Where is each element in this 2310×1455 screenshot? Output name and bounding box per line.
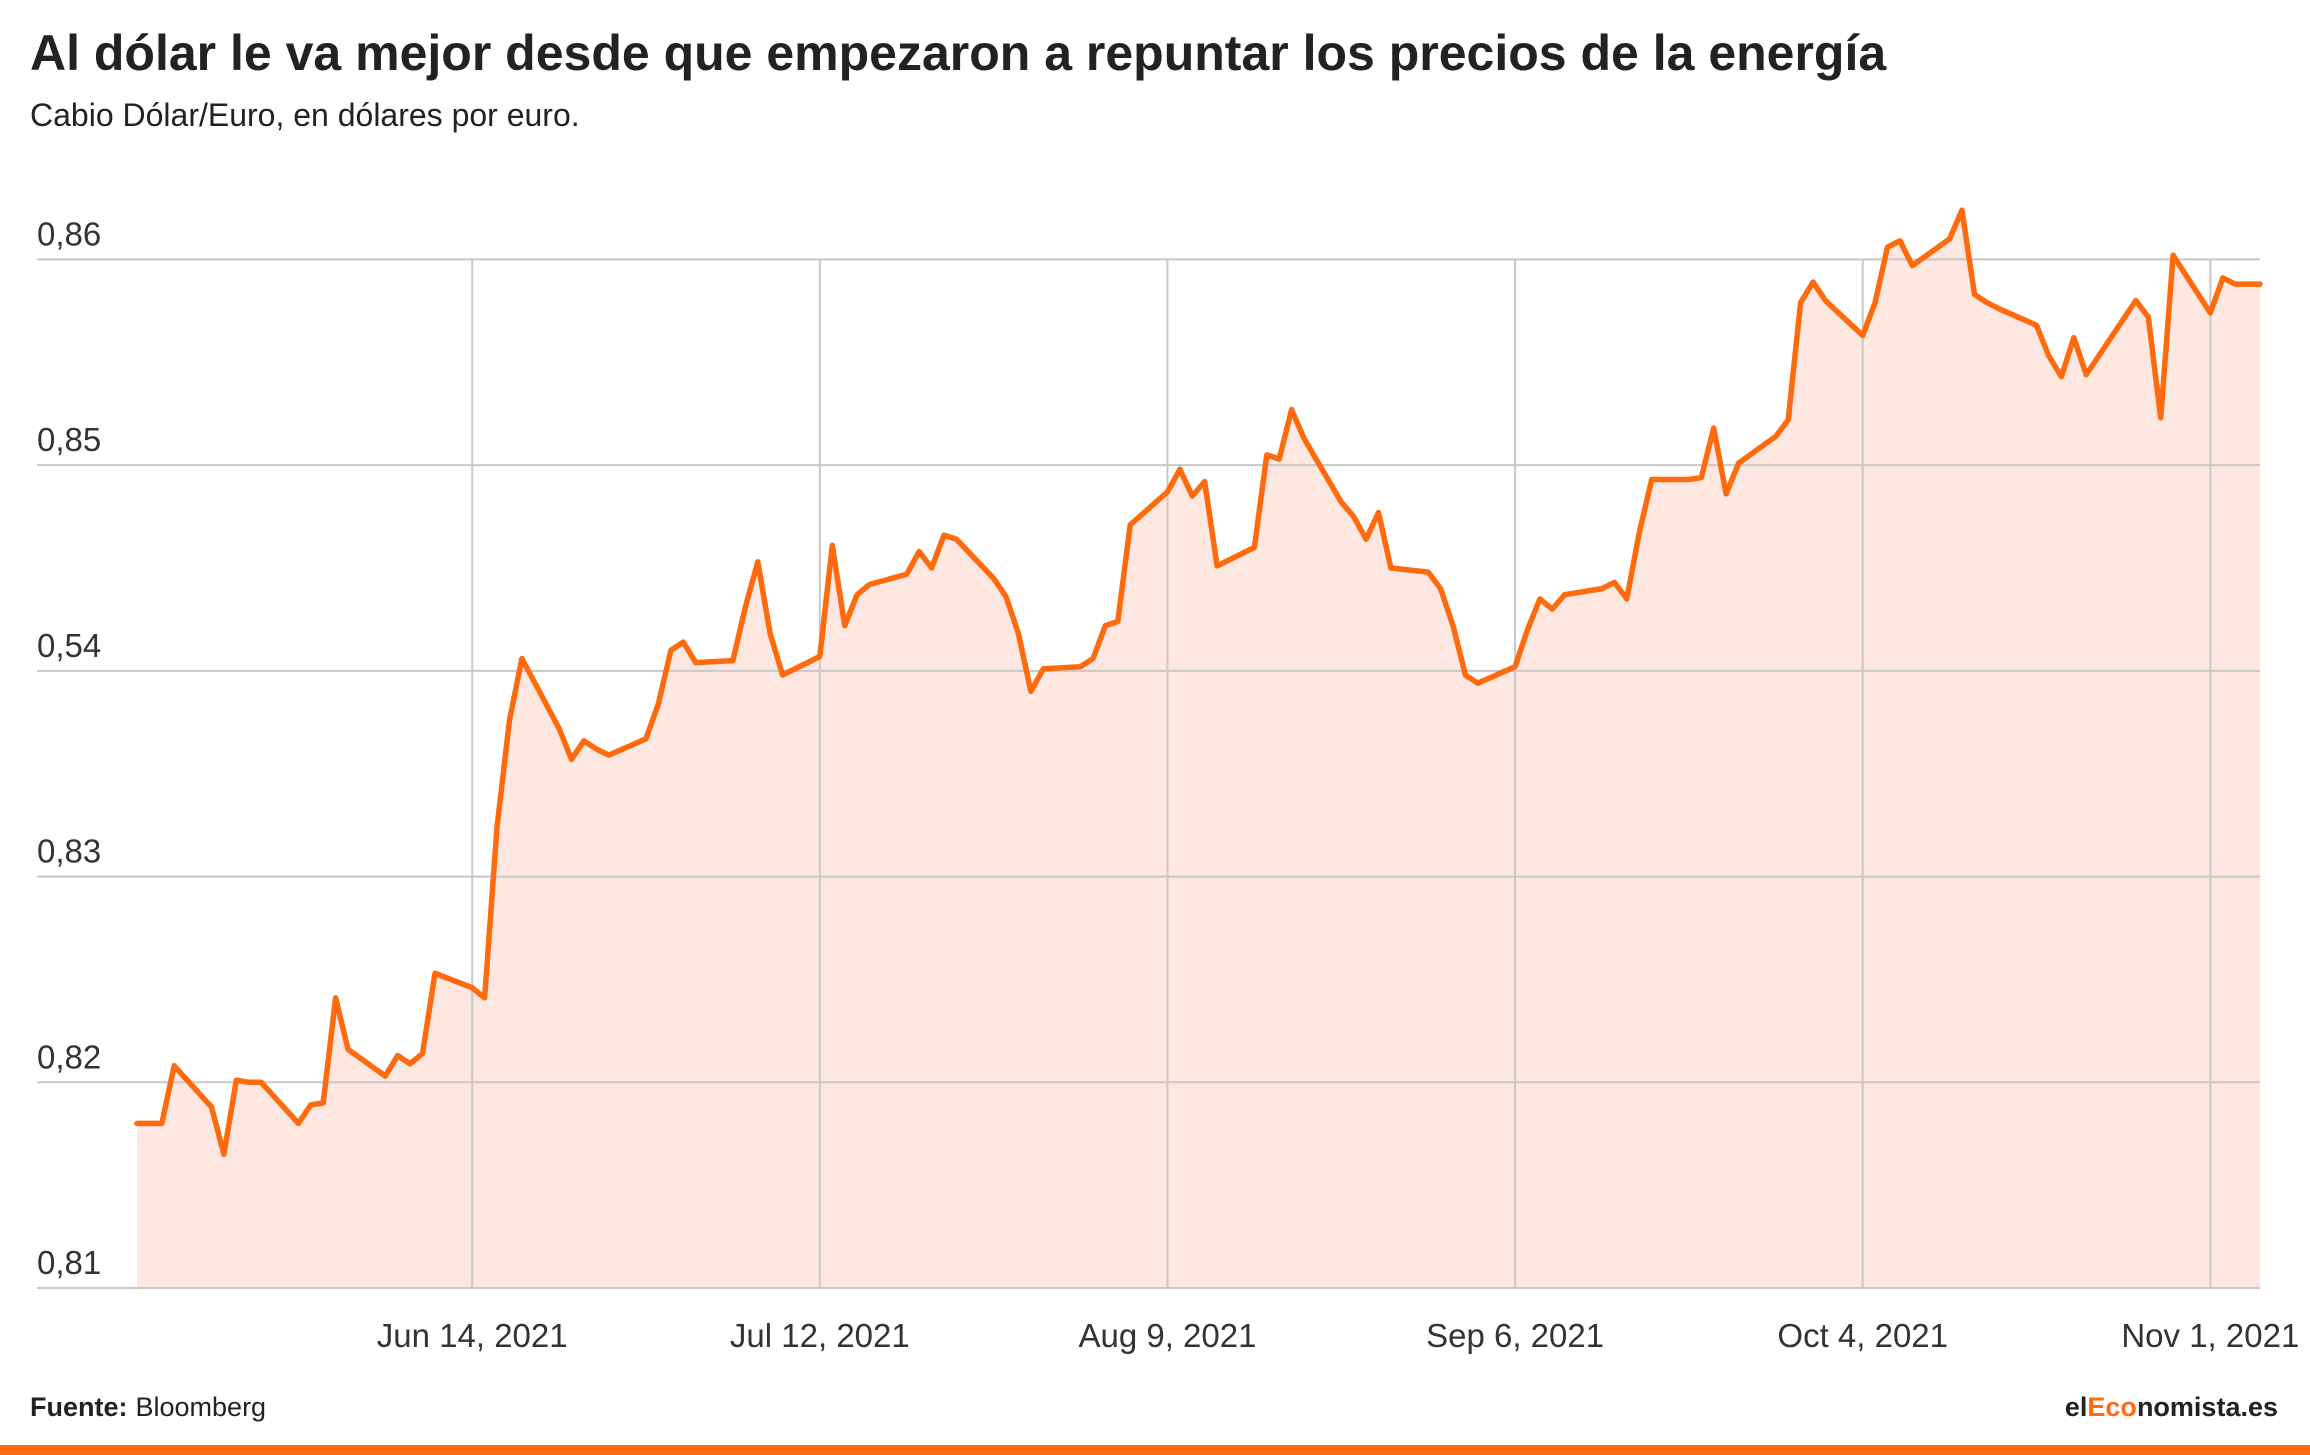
x-tick-label: Nov 1, 2021	[2121, 1317, 2299, 1354]
area	[137, 210, 2260, 1289]
y-tick-label: 0,81	[37, 1244, 101, 1281]
chart-subtitle: Cabio Dólar/Euro, en dólares por euro.	[30, 97, 580, 133]
chart-title: Al dólar le va mejor desde que empezaron…	[30, 25, 1887, 81]
brand-part: Eco	[2087, 1392, 2137, 1422]
y-tick-label: 0,54	[37, 627, 101, 664]
x-tick-label: Sep 6, 2021	[1426, 1317, 1604, 1354]
x-tick-label: Aug 9, 2021	[1078, 1317, 1256, 1354]
plot-area: 0,81 0,82 0,83 0,54 0,85 0,86 Jun 14, 2021 Jul …	[37, 207, 2299, 1354]
source: Fuente: Bloomberg	[30, 1392, 266, 1422]
brand-part: el	[2065, 1392, 2088, 1422]
x-tick-label: Jun 14, 2021	[377, 1317, 568, 1354]
source-label: Fuente:	[30, 1392, 128, 1422]
y-tick-label: 0,86	[37, 215, 101, 252]
y-tick-label: 0,82	[37, 1038, 101, 1075]
source-name: Bloomberg	[136, 1392, 267, 1422]
x-tick-label: Jul 12, 2021	[730, 1317, 910, 1354]
y-tick-label: 0,83	[37, 833, 101, 870]
bottom-bar	[0, 1445, 2310, 1455]
brand-part: nomista.es	[2137, 1392, 2278, 1422]
line	[134, 207, 2263, 1158]
x-tick-label: Oct 4, 2021	[1777, 1317, 1948, 1354]
brand: elEconomista.es	[2065, 1392, 2278, 1422]
y-tick-label: 0,85	[37, 421, 101, 458]
